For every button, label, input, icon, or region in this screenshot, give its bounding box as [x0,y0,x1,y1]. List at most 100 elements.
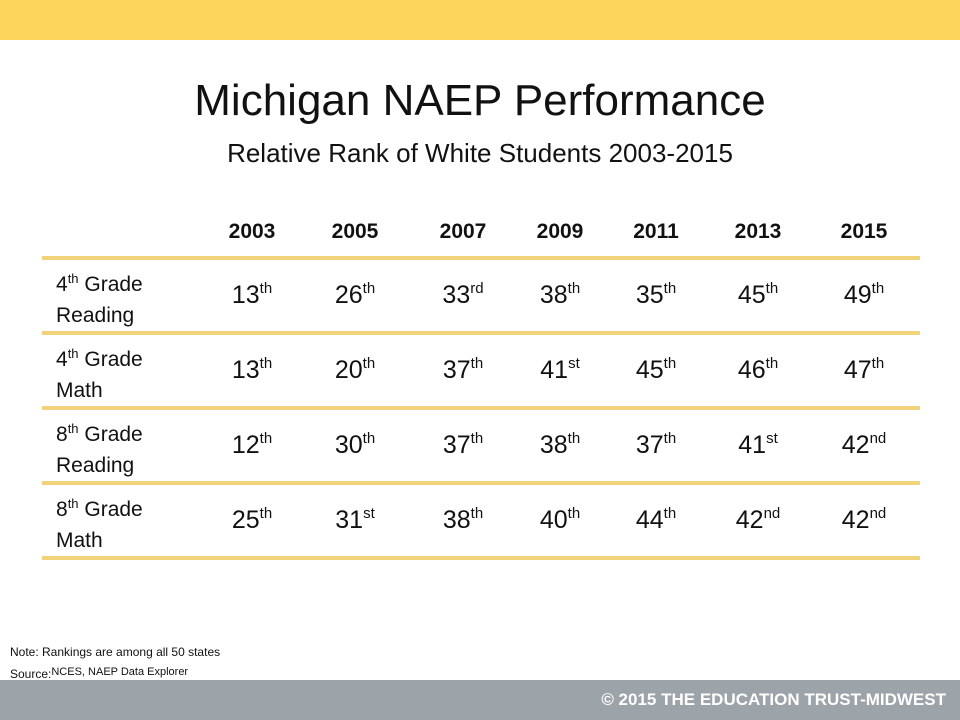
grade-suffix: th [67,346,79,361]
rank-suffix: th [362,355,376,372]
subject-label: Math [56,379,103,402]
rank-suffix: th [470,430,484,447]
rank-suffix: th [567,430,581,447]
rank-cell: 41st [540,355,579,385]
grade-number: 4 [56,348,68,371]
grade-line: 4th Grade [56,338,143,375]
rank-cell: 31st [335,505,374,535]
rank-suffix: th [470,505,484,522]
rank-suffix: th [871,280,885,297]
source-line: Source:NCES, NAEP Data Explorer [10,662,220,684]
rank-suffix: th [765,280,779,297]
rank-suffix: th [259,280,273,297]
rank-cell: 13th [232,280,272,310]
rank-number: 31 [335,506,364,534]
rank-suffix: th [567,505,581,522]
rank-number: 46 [737,356,766,384]
year-header: 2009 [536,220,584,243]
rank-suffix: th [663,355,677,372]
grade-word: Grade [78,273,143,296]
subject-label: Reading [56,304,135,327]
rank-suffix: th [663,430,677,447]
rank-number: 40 [539,506,568,534]
rank-suffix: th [362,280,376,297]
rank-cell: 45th [636,355,676,385]
table-row: 8th Grade Math 25th 31st 38th 40th 44th 42nd 42n… [42,481,920,560]
table-row: 4th Grade Reading 13th 26th 33rd 38th 35th 45th… [42,256,920,331]
rank-number: 12 [231,431,260,459]
rank-number: 45 [737,281,766,309]
footer-bar: © 2015 THE EDUCATION TRUST-MIDWEST [0,680,960,720]
rank-cell: 25th [232,505,272,535]
copyright-text: © 2015 THE EDUCATION TRUST-MIDWEST [601,690,946,709]
rank-number: 38 [539,281,568,309]
grade-line: 8th Grade [56,413,143,450]
rank-number: 45 [635,356,664,384]
rank-number: 13 [231,281,260,309]
grade-suffix: th [67,496,79,511]
grade-word: Grade [78,423,143,446]
rank-cell: 37th [443,430,483,460]
rank-number: 35 [635,281,664,309]
source-note: Note: Rankings are among all 50 states S… [10,642,220,684]
rank-number: 33 [442,281,471,309]
year-header: 2007 [439,220,487,243]
rank-number: 26 [334,281,363,309]
rank-suffix: rd [470,280,484,297]
rank-number: 49 [843,281,872,309]
rank-cell: 41st [738,430,777,460]
year-header-row: 2003 2005 2007 2009 2011 2013 2015 [42,212,920,256]
rank-number: 25 [231,506,260,534]
row-label: 8th Grade Reading [56,413,143,481]
rank-number: 44 [635,506,664,534]
rank-cell: 33rd [442,280,483,310]
page-title: Michigan NAEP Performance [194,76,766,125]
table-row: 8th Grade Reading 12th 30th 37th 38th 37th 41st… [42,406,920,481]
rank-number: 37 [442,431,471,459]
rank-suffix: nd [869,505,887,522]
row-label: 4th Grade Reading [56,263,143,331]
rank-suffix: th [259,355,273,372]
row-label: 8th Grade Math [56,488,143,556]
year-header: 2013 [734,220,782,243]
rank-cell: 49th [844,280,884,310]
grade-number: 4 [56,273,68,296]
rank-cell: 38th [540,430,580,460]
year-header: 2015 [840,220,888,243]
year-header: 2003 [228,220,276,243]
rank-number: 37 [442,356,471,384]
source-label: Source: [10,667,52,681]
rank-cell: 38th [540,280,580,310]
rank-suffix: st [363,505,375,522]
rank-number: 38 [539,431,568,459]
rank-cell: 35th [636,280,676,310]
rank-number: 37 [635,431,664,459]
grade-word: Grade [78,348,143,371]
rank-cell: 45th [738,280,778,310]
table-body: 4th Grade Reading 13th 26th 33rd 38th 35th 45th… [42,256,920,560]
rank-suffix: nd [869,430,887,447]
rank-suffix: th [470,355,484,372]
grade-line: 8th Grade [56,488,143,525]
grade-word: Grade [78,498,143,521]
table-row: 4th Grade Math 13th 20th 37th 41st 45th 46th 47t… [42,331,920,406]
rank-suffix: th [259,430,273,447]
year-header: 2005 [331,220,379,243]
rank-cell: 30th [335,430,375,460]
subject-label: Math [56,529,103,552]
rank-suffix: th [567,280,581,297]
rank-suffix: st [568,355,580,372]
rank-cell: 12th [232,430,272,460]
rank-cell: 42nd [736,505,781,535]
rank-cell: 40th [540,505,580,535]
year-header: 2011 [633,220,679,243]
rank-cell: 13th [232,355,272,385]
rank-number: 20 [334,356,363,384]
rank-suffix: st [766,430,778,447]
rank-table: 2003 2005 2007 2009 2011 2013 2015 4th Grade Re… [42,212,920,560]
rank-cell: 37th [636,430,676,460]
subject-label: Reading [56,454,135,477]
rank-cell: 44th [636,505,676,535]
rank-number: 42 [841,506,870,534]
rank-cell: 20th [335,355,375,385]
